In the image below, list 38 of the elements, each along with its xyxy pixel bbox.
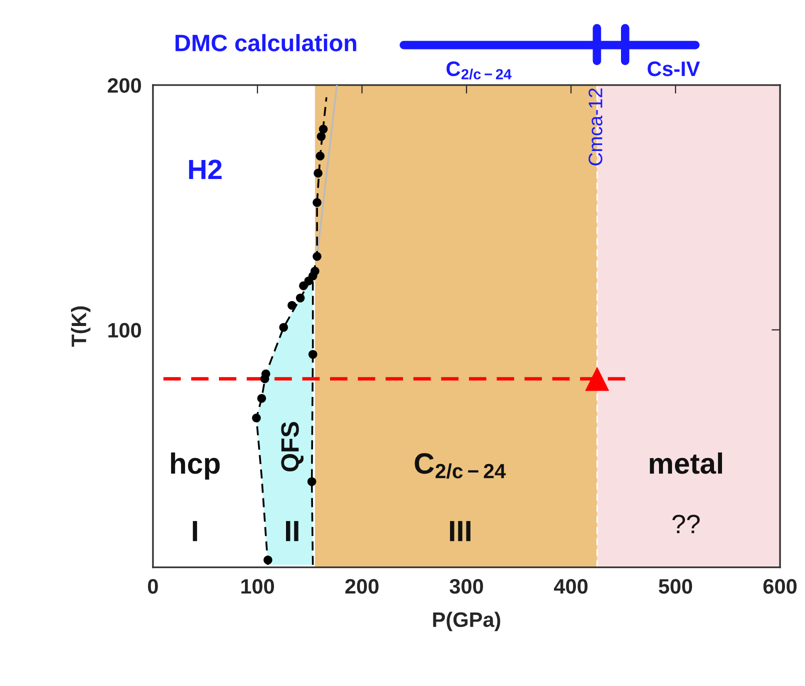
annotation: II: [286, 521, 298, 542]
x-tick-label: 600: [763, 578, 797, 594]
point: [318, 124, 328, 134]
text: DMC calculation: [176, 34, 356, 52]
annotation: C$_{2/c−24}$: [414, 453, 506, 479]
point: [585, 366, 610, 391]
annotation: ??: [672, 514, 700, 534]
point: [312, 198, 322, 207]
point: [288, 300, 296, 310]
annotation: I: [192, 521, 198, 542]
annotation: III: [450, 521, 470, 542]
point: [252, 414, 261, 422]
annotation: metal: [650, 452, 722, 474]
y-axis-title: T(K): [70, 306, 90, 347]
ref-line-label: Cmca-12: [588, 88, 602, 166]
x-axis-title: P(GPa): [433, 612, 500, 632]
point: [314, 168, 322, 178]
annotation: H2: [189, 160, 222, 180]
point: [299, 281, 308, 290]
text: C$_{2/c−24}$: [446, 61, 512, 80]
point: [257, 394, 266, 403]
point: [296, 294, 305, 302]
x-tick-label: 500: [658, 578, 692, 594]
point: [316, 152, 325, 160]
annotation: hcp: [171, 452, 220, 480]
point: [312, 252, 322, 261]
x-tick-label: 200: [345, 578, 379, 594]
annotation: QFS: [281, 422, 304, 472]
point: [264, 556, 272, 564]
x-tick-label: 100: [241, 578, 274, 594]
point: [308, 350, 318, 359]
point: [279, 323, 288, 332]
x-tick-label: 400: [554, 578, 588, 594]
text: Cs-IV: [648, 61, 700, 76]
point: [316, 132, 326, 141]
x-tick-label: 0: [148, 578, 158, 594]
x-tick-label: 300: [450, 578, 484, 594]
point: [307, 477, 316, 486]
